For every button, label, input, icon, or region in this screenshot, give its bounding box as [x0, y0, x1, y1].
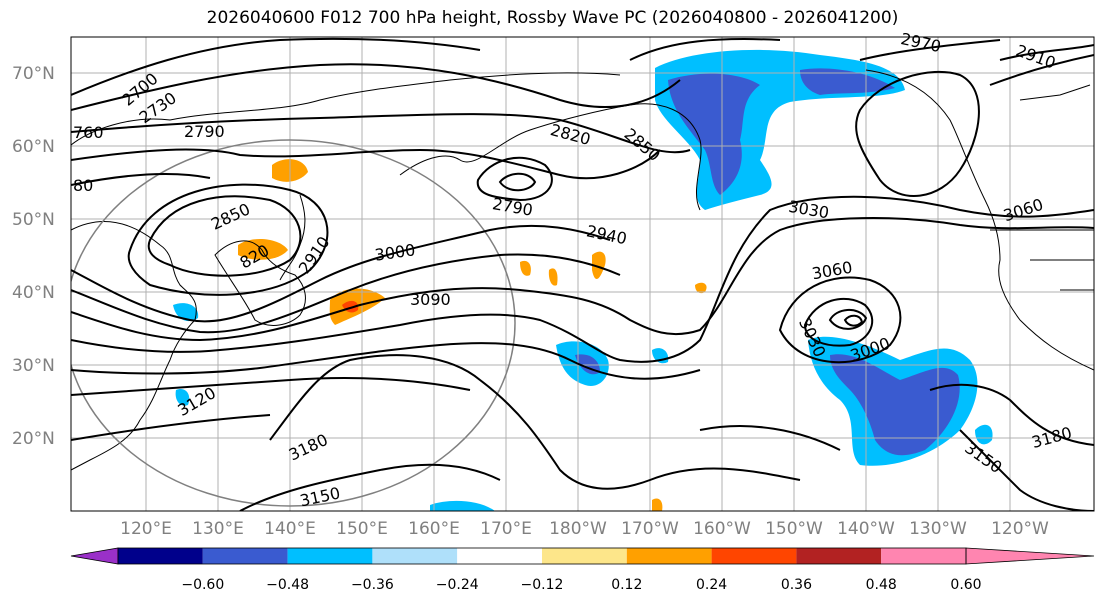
longitude-labels: 120°E 130°E 140°E 150°E 160°E 170°E 180°… [120, 519, 1049, 539]
colorbar-tick: −0.24 [436, 577, 479, 593]
lon-label: 130°W [909, 519, 967, 539]
lon-label: 140°W [837, 519, 895, 539]
latitude-labels: 70°N 60°N 50°N 40°N 30°N 20°N [12, 64, 55, 449]
colorbar-segment [287, 548, 373, 564]
colorbar-tick: 0.24 [696, 577, 727, 593]
lon-label: 170°W [621, 519, 679, 539]
contour-label: 2790 [184, 122, 225, 141]
colorbar-tick: 0.12 [611, 577, 642, 593]
colorbar-tick: −0.12 [521, 577, 564, 593]
lat-label: 60°N [12, 137, 55, 157]
colorbar-tick: −0.48 [266, 577, 309, 593]
colorbar-segment [542, 548, 627, 564]
colorbar-segment [372, 548, 458, 564]
lon-label: 170°E [480, 519, 532, 539]
map-frame [70, 36, 1095, 512]
colorbar-segment [881, 548, 966, 564]
colorbar-segment [626, 548, 712, 564]
lon-label: 150°E [336, 519, 388, 539]
lon-label: 120°W [991, 519, 1049, 539]
colorbar: −0.60 −0.48 −0.36 −0.24 −0.12 0.12 0.24 … [70, 547, 1095, 593]
lon-label: 140°E [264, 519, 316, 539]
map-title: 2026040600 F012 700 hPa height, Rossby W… [206, 8, 899, 28]
colorbar-segment [796, 548, 882, 564]
colorbar-extend-right [965, 547, 1095, 565]
lon-label: 160°W [693, 519, 751, 539]
contour-labels: 2700 2730 760 2790 80 2850 820 2910 3000… [73, 29, 1074, 510]
colorbar-segment [457, 548, 542, 564]
lat-label: 50°N [12, 210, 55, 230]
lon-label: 130°E [192, 519, 244, 539]
lat-label: 30°N [12, 356, 55, 376]
contour-label: 3090 [410, 290, 451, 309]
lat-label: 70°N [12, 64, 55, 84]
colorbar-tick: −0.36 [351, 577, 394, 593]
contour-label: 80 [73, 176, 93, 195]
lat-label: 40°N [12, 283, 55, 303]
colorbar-segment [202, 548, 288, 564]
region-circle [71, 139, 516, 507]
lon-label: 160°E [408, 519, 460, 539]
lon-label: 120°E [120, 519, 172, 539]
colorbar-tick: 0.48 [866, 577, 897, 593]
anomaly-shading [173, 49, 993, 511]
height-contours [71, 37, 1094, 511]
lat-label: 20°N [12, 429, 55, 449]
colorbar-segment [118, 548, 203, 564]
colorbar-tick: 0.60 [950, 577, 981, 593]
colorbar-extend-left [70, 547, 119, 565]
colorbar-segment [711, 548, 797, 564]
lon-label: 180°W [549, 519, 607, 539]
colorbar-tick: −0.60 [181, 577, 224, 593]
colorbar-tick: 0.36 [781, 577, 812, 593]
contour-label: 760 [73, 123, 104, 142]
lon-label: 150°W [765, 519, 823, 539]
